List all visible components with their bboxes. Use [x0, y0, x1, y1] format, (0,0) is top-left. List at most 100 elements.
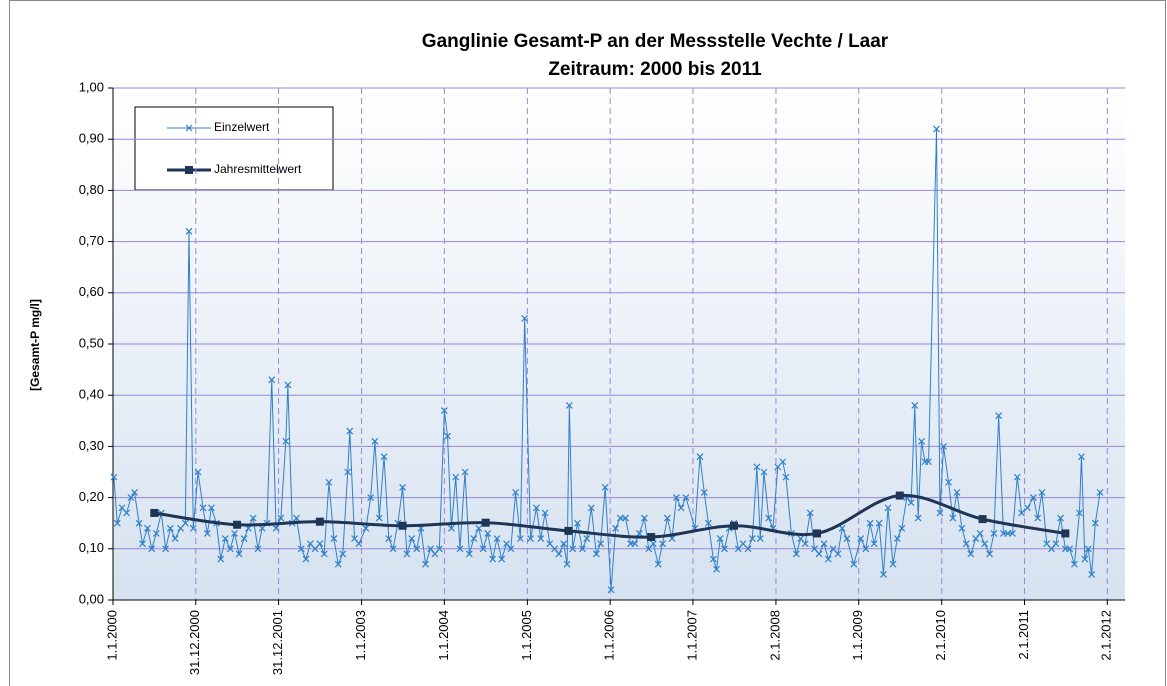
marker	[569, 545, 577, 553]
marker	[880, 570, 887, 578]
marker	[976, 530, 984, 537]
marker	[682, 494, 690, 502]
marker	[607, 586, 615, 594]
marker	[949, 514, 957, 522]
marker	[389, 545, 397, 553]
marker	[249, 514, 257, 522]
y-tick-label: 1,00	[79, 79, 104, 94]
x-tick-label: 2.1.2012	[1099, 610, 1114, 661]
marker	[498, 555, 506, 563]
marker	[953, 489, 961, 496]
marker	[857, 535, 865, 542]
marker	[925, 458, 933, 466]
marker	[489, 555, 497, 563]
marker	[302, 555, 310, 563]
marker	[940, 442, 947, 450]
y-axis-label: [Gesamt-P mg/l]	[28, 299, 42, 391]
marker	[479, 545, 487, 553]
marker	[981, 540, 989, 548]
marker	[185, 124, 193, 132]
marker	[1057, 514, 1065, 522]
x-tick-label: 1.1.2007	[684, 610, 699, 661]
marker	[231, 530, 238, 537]
y-tick-label: 0,70	[79, 233, 104, 248]
marker	[654, 560, 662, 568]
marker	[166, 524, 174, 532]
marker	[597, 540, 605, 548]
marker	[640, 514, 648, 522]
marker	[945, 478, 952, 486]
marker	[792, 550, 800, 558]
marker	[601, 483, 609, 491]
marker	[555, 550, 563, 558]
marker	[967, 550, 975, 558]
marker	[990, 530, 998, 537]
marker	[481, 518, 490, 527]
marker	[444, 432, 451, 440]
marker	[1081, 555, 1089, 563]
marker	[334, 560, 342, 568]
marker	[221, 535, 229, 542]
marker	[563, 560, 571, 568]
marker	[898, 524, 906, 532]
marker	[1096, 489, 1104, 496]
marker	[537, 535, 545, 542]
marker	[152, 530, 160, 537]
marker	[452, 473, 460, 481]
marker	[1066, 545, 1074, 553]
marker	[677, 504, 685, 512]
y-tick-label: 0,50	[79, 335, 104, 350]
marker	[375, 514, 383, 522]
marker	[1009, 530, 1016, 537]
marker	[700, 489, 708, 496]
marker	[447, 524, 455, 532]
marker	[911, 402, 919, 409]
marker	[521, 314, 529, 322]
marker	[171, 535, 179, 542]
marker	[330, 535, 338, 542]
legend-box	[134, 106, 334, 191]
marker	[663, 514, 671, 522]
marker	[235, 550, 243, 558]
marker	[194, 468, 202, 476]
marker	[1091, 519, 1099, 527]
marker	[1078, 453, 1085, 461]
marker	[277, 514, 285, 522]
marker	[978, 515, 987, 524]
marker	[346, 427, 354, 435]
marker	[813, 529, 821, 538]
marker	[583, 535, 591, 542]
x-tick-label: 1.1.2005	[519, 610, 534, 661]
marker	[282, 437, 290, 445]
marker	[753, 463, 761, 471]
marker	[385, 535, 393, 542]
marker	[371, 437, 379, 445]
marker	[226, 545, 234, 553]
marker	[986, 550, 994, 558]
marker	[144, 524, 151, 532]
series-line	[113, 128, 1101, 590]
marker	[721, 545, 728, 553]
marker	[413, 545, 421, 553]
marker	[843, 535, 851, 542]
marker	[148, 545, 156, 553]
marker	[774, 463, 782, 471]
marker	[1038, 489, 1046, 496]
marker	[560, 540, 568, 548]
marker	[150, 508, 159, 517]
y-tick-label: 0,00	[79, 591, 104, 606]
marker	[739, 540, 747, 548]
y-tick-label: 0,90	[79, 131, 104, 146]
legend-label: Einzelwert	[214, 120, 270, 134]
marker	[875, 519, 883, 527]
marker	[765, 514, 773, 522]
marker	[622, 514, 630, 522]
y-tick-label: 0,40	[79, 387, 104, 402]
marker	[254, 545, 262, 553]
marker	[139, 540, 146, 548]
marker	[612, 524, 620, 532]
marker	[907, 499, 915, 507]
marker	[893, 535, 901, 542]
marker	[268, 376, 276, 384]
